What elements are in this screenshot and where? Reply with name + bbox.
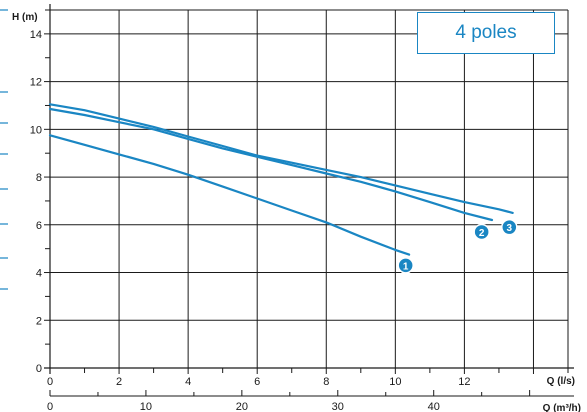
y-tick-label: 12 <box>30 77 42 89</box>
series-line-2 <box>48 107 494 222</box>
x-tick-label: 0 <box>47 376 53 388</box>
x-tick-label: 2 <box>116 376 122 388</box>
x-tick-label: 10 <box>389 376 401 388</box>
x-tick-label: 8 <box>323 376 329 388</box>
curve-marker-3: 3 <box>501 218 518 236</box>
x-tick-label: 6 <box>254 376 260 388</box>
marker-circle <box>473 223 490 241</box>
x-tick-label: 12 <box>458 376 470 388</box>
y-axis-title: H (m) <box>12 12 38 23</box>
y-tick-label: 0 <box>36 363 42 375</box>
y-tick-label: 4 <box>36 268 42 280</box>
x2-tick-label: 30 <box>332 401 344 412</box>
x2-tick-label: 40 <box>428 401 440 412</box>
series-line-3 <box>48 103 514 214</box>
y-tick-labels: 0 2 4 6 8 10 12 14 <box>30 29 42 375</box>
series-lines <box>48 103 514 256</box>
marker-label: 2 <box>479 228 485 239</box>
y-tick-label: 2 <box>36 315 42 327</box>
x-axis-title: Q (l/s) <box>547 376 575 387</box>
x-tick-labels: 0 2 4 6 8 10 12 <box>47 376 471 388</box>
series-line-1 <box>48 134 411 256</box>
x2-tick-label: 20 <box>236 401 248 412</box>
marker-label: 1 <box>403 261 409 272</box>
curve-marker-2: 2 <box>473 223 490 241</box>
x2-tick-label: 10 <box>140 401 152 412</box>
x-tick-label: 4 <box>185 376 191 388</box>
x2-axis-title: Q (m³/h) <box>543 403 581 412</box>
grid <box>44 4 574 397</box>
curve-markers: 1 2 3 <box>397 218 518 274</box>
legend-box: 4 poles <box>417 12 555 54</box>
legend-text: 4 poles <box>455 22 517 43</box>
x2-tick-labels: 0 10 20 30 40 <box>47 401 440 412</box>
y-tick-label: 6 <box>36 220 42 232</box>
marker-circle <box>501 218 518 236</box>
marker-label: 3 <box>507 223 513 234</box>
y-tick-label: 10 <box>30 124 42 136</box>
curve-marker-1: 1 <box>397 257 414 274</box>
y-tick-label: 8 <box>36 172 42 184</box>
left-margin-ticks <box>0 9 8 290</box>
y-tick-label: 14 <box>30 29 42 41</box>
marker-circle <box>397 257 414 274</box>
x2-tick-label: 0 <box>47 401 53 412</box>
